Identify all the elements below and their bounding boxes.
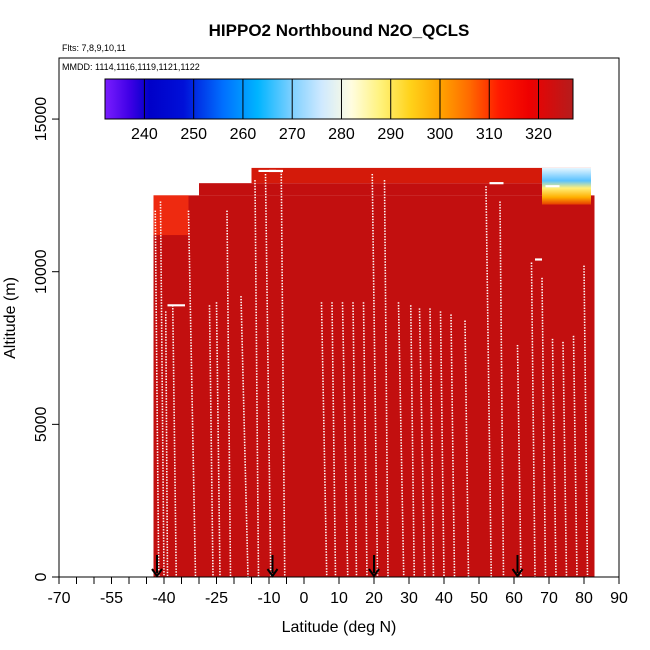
colorbar-tick-label: 250 xyxy=(180,126,207,143)
colorbar-tick-label: 320 xyxy=(525,126,552,143)
flight-profiles xyxy=(154,169,589,577)
flight-profile xyxy=(331,302,337,577)
flight-profile xyxy=(383,180,389,577)
flight-profile xyxy=(208,305,214,577)
colorbar-tick-label: 310 xyxy=(476,126,503,143)
x-axis-label: Latitude (deg N) xyxy=(282,619,397,636)
arrow-marker-head xyxy=(368,568,380,578)
x-tick-label: -25 xyxy=(205,590,228,607)
flight-profile xyxy=(499,201,505,577)
flight-profile xyxy=(215,302,221,577)
chart-title: HIPPO2 Northbound N2O_QCLS xyxy=(209,21,470,40)
flights-label: Flts: 7,8,9,10,11 xyxy=(62,43,126,53)
flight-profile xyxy=(516,344,522,577)
x-tick-label: 80 xyxy=(575,590,593,607)
colorbar-gradient xyxy=(104,78,574,120)
flight-profile xyxy=(485,186,493,577)
flight-profile xyxy=(439,311,445,577)
x-tick-label: -70 xyxy=(47,590,70,607)
field-upper xyxy=(199,183,584,196)
dates-label: MMDD: 1114,1116,1119,1121,1122 xyxy=(62,62,200,72)
flight-profile xyxy=(450,314,456,577)
colorbar-tick-label: 260 xyxy=(230,126,257,143)
arrow-marker-head xyxy=(511,568,524,578)
field-top xyxy=(251,167,591,184)
flight-profile xyxy=(187,210,197,577)
flight-profile xyxy=(226,210,232,577)
flight-profile xyxy=(409,305,416,577)
colorbar-tick-label: 300 xyxy=(427,126,454,143)
x-tick-label: 30 xyxy=(400,590,418,607)
field-patch-south xyxy=(153,195,189,236)
x-tick-label: 20 xyxy=(365,590,383,607)
x-tick-label: -10 xyxy=(257,590,280,607)
x-tick-label: 40 xyxy=(435,590,453,607)
y-axis-label: Altitude (m) xyxy=(2,277,19,359)
arrow-marker-head xyxy=(266,568,279,578)
colorbar-tick-label: 240 xyxy=(131,126,158,143)
x-tick-label: 0 xyxy=(300,590,309,607)
y-tick-label: 5000 xyxy=(33,406,50,442)
y-tick-label: 0 xyxy=(33,572,50,581)
x-tick-label: 70 xyxy=(540,590,558,607)
flight-profile xyxy=(320,302,328,577)
axes: -70 -55 -40 -25 -10 0 10 20 30 40 50 60 70 80 90 0 5000 1… xyxy=(33,97,628,607)
y-tick-label: 15000 xyxy=(33,97,50,142)
colorbar: 240 250 260 270 280 290 300 310 320 xyxy=(104,78,574,143)
flight-profile xyxy=(159,201,165,577)
arrow-markers xyxy=(151,555,524,578)
flight-profile xyxy=(397,302,405,577)
flight-profile xyxy=(530,262,536,577)
x-tick-label: -40 xyxy=(152,590,175,607)
colorbar-tick-label: 290 xyxy=(377,126,404,143)
flight-profile xyxy=(164,311,169,577)
flight-profile xyxy=(352,302,358,577)
flight-profile xyxy=(541,277,547,577)
flight-profile xyxy=(572,335,578,577)
x-tick-label: 60 xyxy=(505,590,523,607)
colorbar-tick-label: 280 xyxy=(328,126,355,143)
flight-profile xyxy=(464,320,470,577)
flight-profile xyxy=(154,210,160,577)
colorbar-tick-label: 270 xyxy=(279,126,306,143)
flight-profile xyxy=(240,296,249,577)
x-tick-label: -55 xyxy=(100,590,123,607)
x-tick-label: 50 xyxy=(470,590,488,607)
y-tick-label: 10000 xyxy=(33,249,50,294)
x-tick-label: 90 xyxy=(610,590,628,607)
flight-profile xyxy=(362,302,368,577)
flight-profile xyxy=(254,180,260,577)
arrow-marker-head xyxy=(151,568,163,578)
flight-profile xyxy=(551,338,557,577)
flight-profile xyxy=(171,305,178,577)
flight-profile xyxy=(280,170,286,577)
x-tick-label: 10 xyxy=(330,590,348,607)
flight-profile xyxy=(341,302,349,577)
field-gap xyxy=(181,167,252,181)
